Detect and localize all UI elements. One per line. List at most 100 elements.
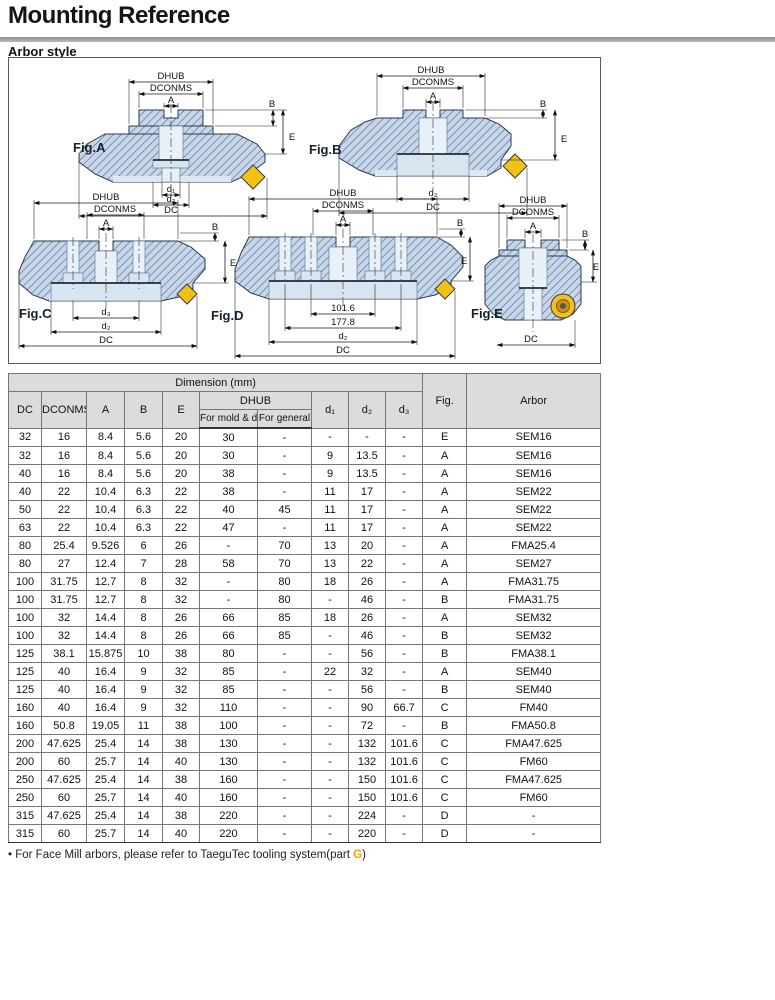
table-cell: A: [422, 518, 468, 537]
table-cell: C: [422, 734, 468, 753]
table-cell: FM60: [466, 788, 602, 807]
table-cell: 16.4: [86, 662, 125, 681]
table-cell: 14.4: [86, 626, 125, 645]
table-cell: 85: [199, 662, 258, 681]
table-cell: 6.3: [124, 482, 163, 501]
table-cell: 14: [124, 788, 163, 807]
table-cell: 250: [8, 788, 42, 807]
table-cell: 80: [257, 572, 312, 591]
table-cell: 38: [162, 716, 200, 735]
table-cell: 32: [162, 662, 200, 681]
table-cell: 150: [348, 770, 386, 789]
header-arbor: Arbor: [466, 373, 602, 429]
table-cell: 40: [162, 824, 200, 843]
table-cell: -: [384, 554, 424, 573]
table-cell: -: [257, 644, 312, 663]
table-cell: 85: [199, 680, 258, 699]
table-cell: -: [257, 788, 312, 807]
table-cell: 31.75: [41, 572, 87, 591]
table-cell: 22: [162, 500, 200, 519]
table-cell: 6.3: [124, 518, 163, 537]
table-cell: 40: [162, 788, 200, 807]
figure-b-drawing: DHUB DCONMS A B E d₂ DC: [338, 65, 567, 216]
table-cell: 8.4: [86, 464, 125, 483]
table-cell: 8: [124, 572, 163, 591]
table-cell: 315: [8, 824, 42, 843]
dim-label: DC: [99, 335, 113, 346]
table-cell: 56: [348, 680, 386, 699]
table-cell: 70: [257, 554, 312, 573]
table-cell: 22: [41, 500, 87, 519]
table-cell: FM40: [466, 698, 602, 717]
table-cell: 17: [348, 518, 386, 537]
table-cell: 100: [8, 608, 42, 627]
table-cell: SEM22: [466, 500, 602, 519]
table-cell: 15.875: [86, 644, 125, 663]
table-cell: 38: [199, 482, 258, 501]
table-cell: 101.6: [384, 770, 424, 789]
dim-label: DHUB: [330, 188, 357, 199]
table-cell: 20: [162, 464, 200, 483]
table-cell: 32: [8, 446, 42, 465]
table-cell: D: [422, 824, 468, 843]
table-cell: 13: [311, 536, 349, 555]
table-cell: 7: [124, 554, 163, 573]
table-cell: -: [257, 716, 312, 735]
figure-a-drawing: DHUB DCONMS A B E d₁ d₂ DC: [78, 71, 295, 219]
table-cell: 32: [8, 427, 42, 447]
table-cell: 66: [199, 608, 258, 627]
table-row: 32 16 8.4 5.6 20 30- - - - E SEM16: [8, 427, 602, 447]
dim-label: DCONMS: [512, 207, 554, 218]
table-cell: 220: [348, 824, 386, 843]
table-cell: E: [422, 427, 468, 447]
table-cell: 25.7: [86, 752, 125, 771]
dim-label: 177.8: [331, 317, 355, 328]
table-row: 32 16 8.4 5.6 20 30-9 13.5- A SEM16: [8, 446, 602, 465]
table-cell: 28: [162, 554, 200, 573]
table-cell: 101.6: [384, 788, 424, 807]
table-cell: -: [384, 662, 424, 681]
table-cell: FMA38.1: [466, 644, 602, 663]
dim-label: A: [168, 95, 175, 106]
table-cell: 16: [41, 427, 87, 447]
table-cell: 9: [311, 464, 349, 483]
dim-label: 101.6: [331, 303, 355, 314]
table-cell: -: [257, 446, 312, 465]
table-cell: -: [384, 806, 424, 825]
table-cell: 315: [8, 806, 42, 825]
table-cell: A: [422, 446, 468, 465]
table-cell: 32: [41, 608, 87, 627]
table-cell: -: [311, 752, 349, 771]
table-cell: 6.3: [124, 500, 163, 519]
table-cell: D: [422, 806, 468, 825]
table-cell: C: [422, 788, 468, 807]
dim-label: d₂: [339, 331, 348, 342]
table-cell: 70: [257, 536, 312, 555]
table-cell: 13.5: [348, 446, 386, 465]
figure-e-drawing: DHUB DCONMS A B E DC: [484, 195, 599, 348]
table-cell: 45: [257, 500, 312, 519]
table-cell: 18: [311, 608, 349, 627]
table-cell: 13: [311, 554, 349, 573]
insert-icon: [434, 278, 456, 300]
table-cell: 224: [348, 806, 386, 825]
table-cell: 5.6: [124, 464, 163, 483]
page-title: Mounting Reference: [8, 2, 230, 29]
table-cell: -: [199, 572, 258, 591]
table-cell: -: [311, 824, 349, 843]
table-cell: -: [257, 482, 312, 501]
table-cell: 9: [124, 662, 163, 681]
dim-label: DCONMS: [150, 83, 192, 94]
table-cell: 63: [8, 518, 42, 537]
table-cell: 80: [199, 644, 258, 663]
table-row: 40 22 10.4 6.3 22 38-11 17- A SEM22: [8, 482, 602, 501]
table-cell: C: [422, 752, 468, 771]
header-b: B: [124, 391, 163, 429]
table-cell: 14: [124, 752, 163, 771]
table-cell: -: [257, 698, 312, 717]
table-cell: 8.4: [86, 427, 125, 447]
figure-d-drawing: DHUB DCONMS A B E 101.6 177.8 d₂ DC: [234, 188, 474, 359]
table-cell: 9: [124, 698, 163, 717]
footnote: • For Face Mill arbors, please refer to …: [8, 849, 366, 861]
table-cell: 200: [8, 752, 42, 771]
